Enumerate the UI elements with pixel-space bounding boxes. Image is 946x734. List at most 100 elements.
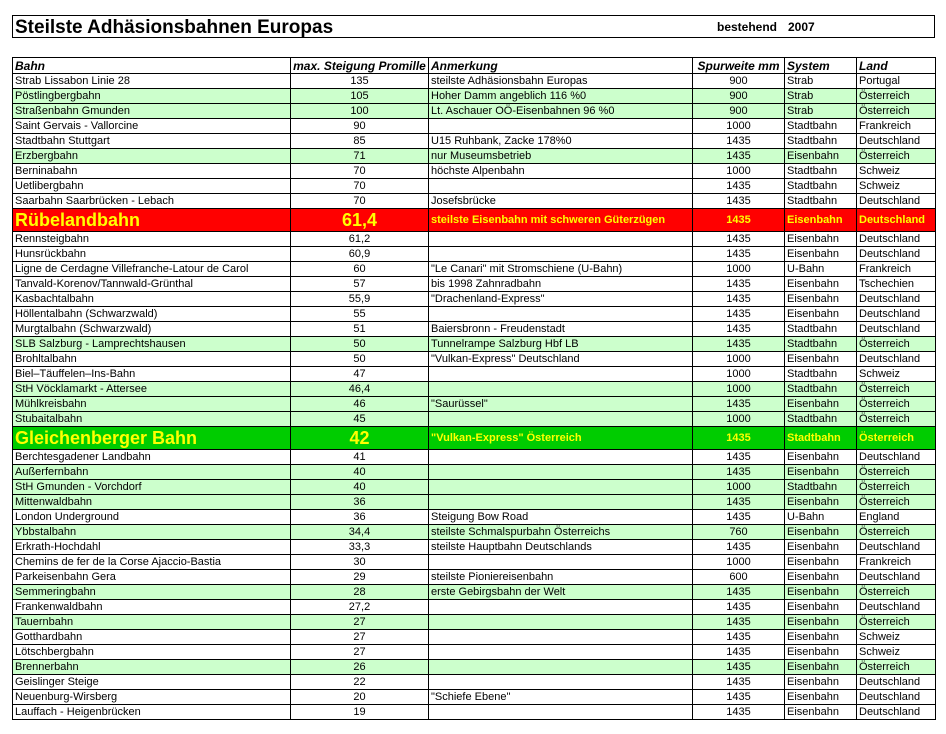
table-cell: Steigung Bow Road bbox=[428, 509, 693, 525]
column-header: Bahn bbox=[12, 57, 291, 74]
table-cell: Strab Lissabon Linie 28 bbox=[12, 73, 291, 89]
table-cell: 70 bbox=[290, 163, 429, 179]
table-row: Lauffach - Heigenbrücken 19 1435 Eisenbahn D… bbox=[12, 704, 936, 720]
table-cell: Straßenbahn Gmunden bbox=[12, 103, 291, 119]
table-cell: 34,4 bbox=[290, 524, 429, 540]
table-cell: Schweiz bbox=[856, 163, 936, 179]
table-row: Kasbachtalbahn 55,9 "Drachenland-Express" 1… bbox=[12, 291, 936, 307]
table-cell: 1000 bbox=[692, 163, 785, 179]
table-cell: 27 bbox=[290, 614, 429, 630]
table-cell: Deutschland bbox=[856, 704, 936, 720]
table-cell: Österreich bbox=[856, 103, 936, 119]
table-cell bbox=[428, 704, 693, 720]
table-cell: 61,2 bbox=[290, 231, 429, 247]
table-cell: Stadtbahn bbox=[784, 178, 857, 194]
table-cell: Lauffach - Heigenbrücken bbox=[12, 704, 291, 720]
table-cell: Höllentalbahn (Schwarzwald) bbox=[12, 306, 291, 322]
table-cell: Gleichenberger Bahn bbox=[12, 426, 291, 450]
table-cell: Deutschland bbox=[856, 133, 936, 149]
table-cell: 1000 bbox=[692, 479, 785, 495]
table-cell: Portugal bbox=[856, 73, 936, 89]
table-cell: 1435 bbox=[692, 306, 785, 322]
table-cell: Berninabahn bbox=[12, 163, 291, 179]
table-cell: Baiersbronn - Freudenstadt bbox=[428, 321, 693, 337]
sheet-title: Steilste Adhäsionsbahnen Europas bbox=[15, 17, 334, 38]
table-cell: Frankreich bbox=[856, 118, 936, 134]
table-cell: 1000 bbox=[692, 381, 785, 397]
table-cell: Hunsrückbahn bbox=[12, 246, 291, 262]
table-cell: Strab bbox=[784, 73, 857, 89]
table-cell: Eisenbahn bbox=[784, 351, 857, 367]
table-row: Ybbstalbahn 34,4 steilste Schmalspurbahn Ö… bbox=[12, 524, 936, 540]
table-row: Lötschbergbahn 27 1435 Eisenbahn Schweiz bbox=[12, 644, 936, 660]
table-cell: Außerfernbahn bbox=[12, 464, 291, 480]
table-cell: Lt. Aschauer OÖ-Eisenbahnen 96 %0 bbox=[428, 103, 693, 119]
table-cell: Murgtalbahn (Schwarzwald) bbox=[12, 321, 291, 337]
table-cell: Deutschland bbox=[856, 674, 936, 690]
table-cell: Stadtbahn bbox=[784, 163, 857, 179]
table-cell: "Le Canari" mit Stromschiene (U-Bahn) bbox=[428, 261, 693, 277]
table-row: StH Gmunden - Vorchdorf 40 1000 Stadtbahn Ös… bbox=[12, 479, 936, 495]
table-row: Strab Lissabon Linie 28 135 steilste Adhäs… bbox=[12, 73, 936, 89]
table-cell: 28 bbox=[290, 584, 429, 600]
table-cell: Brohltalbahn bbox=[12, 351, 291, 367]
table-cell: 47 bbox=[290, 366, 429, 382]
table-cell: 1000 bbox=[692, 366, 785, 382]
table-cell: Lötschbergbahn bbox=[12, 644, 291, 660]
table-cell: Semmeringbahn bbox=[12, 584, 291, 600]
table-cell: Saarbahn Saarbrücken - Lebach bbox=[12, 193, 291, 209]
table-row: Straßenbahn Gmunden 100 Lt. Aschauer OÖ-Ei… bbox=[12, 103, 936, 119]
table-cell: 46 bbox=[290, 396, 429, 412]
table-row: Gotthardbahn 27 1435 Eisenbahn Schweiz bbox=[12, 629, 936, 645]
table-cell: Stadtbahn bbox=[784, 426, 857, 450]
table-cell: Frankenwaldbahn bbox=[12, 599, 291, 615]
table-cell: 1435 bbox=[692, 629, 785, 645]
table-cell: London Underground bbox=[12, 509, 291, 525]
table-cell: Tunnelrampe Salzburg Hbf LB bbox=[428, 336, 693, 352]
table-cell: 900 bbox=[692, 88, 785, 104]
table-cell bbox=[428, 659, 693, 675]
table-cell: 27,2 bbox=[290, 599, 429, 615]
table-cell: 135 bbox=[290, 73, 429, 89]
table-cell: Stadtbahn bbox=[784, 133, 857, 149]
table-row: SLB Salzburg - Lamprechtshausen 50 Tunnelr… bbox=[12, 336, 936, 352]
table-cell: U-Bahn bbox=[784, 261, 857, 277]
table-row: Höllentalbahn (Schwarzwald) 55 1435 Eisenba… bbox=[12, 306, 936, 322]
table-cell: Deutschland bbox=[856, 231, 936, 247]
table-cell: 1435 bbox=[692, 644, 785, 660]
table-cell: Österreich bbox=[856, 88, 936, 104]
table-cell: 90 bbox=[290, 118, 429, 134]
table-cell: StH Vöcklamarkt - Attersee bbox=[12, 381, 291, 397]
table-cell bbox=[428, 599, 693, 615]
table-row: StH Vöcklamarkt - Attersee 46,4 1000 Stadtb… bbox=[12, 381, 936, 397]
table-cell: Deutschland bbox=[856, 193, 936, 209]
table-cell: Österreich bbox=[856, 396, 936, 412]
table-cell: England bbox=[856, 509, 936, 525]
table-cell: 42 bbox=[290, 426, 429, 450]
title-row: Steilste Adhäsionsbahnen Europas bestehe… bbox=[12, 15, 935, 38]
table-cell: 1000 bbox=[692, 261, 785, 277]
table-cell: 1435 bbox=[692, 426, 785, 450]
table-cell: 41 bbox=[290, 449, 429, 465]
table-row: Erzbergbahn 71 nur Museumsbetrieb 1435 Eisen… bbox=[12, 148, 936, 164]
table-cell: 71 bbox=[290, 148, 429, 164]
table-cell: Stadtbahn bbox=[784, 336, 857, 352]
table-row: Brennerbahn 26 1435 Eisenbahn Österreich bbox=[12, 659, 936, 675]
table-cell: 55,9 bbox=[290, 291, 429, 307]
table-cell bbox=[428, 231, 693, 247]
table-row: Rennsteigbahn 61,2 1435 Eisenbahn Deutschlan… bbox=[12, 231, 936, 247]
spreadsheet: Steilste Adhäsionsbahnen Europas bestehe… bbox=[12, 15, 936, 720]
table-cell: Stadtbahn bbox=[784, 193, 857, 209]
table-cell: Geislinger Steige bbox=[12, 674, 291, 690]
table-cell: Eisenbahn bbox=[784, 276, 857, 292]
table-cell: Eisenbahn bbox=[784, 644, 857, 660]
table-cell: Stadtbahn bbox=[784, 479, 857, 495]
table-cell: Mühlkreisbahn bbox=[12, 396, 291, 412]
table-cell: Eisenbahn bbox=[784, 554, 857, 570]
table-cell: Stadtbahn Stuttgart bbox=[12, 133, 291, 149]
table-cell: Eisenbahn bbox=[784, 306, 857, 322]
table-cell: Österreich bbox=[856, 148, 936, 164]
table-row: Semmeringbahn 28 erste Gebirgsbahn der Wel… bbox=[12, 584, 936, 600]
table-cell: Frankreich bbox=[856, 554, 936, 570]
table-cell: 900 bbox=[692, 73, 785, 89]
